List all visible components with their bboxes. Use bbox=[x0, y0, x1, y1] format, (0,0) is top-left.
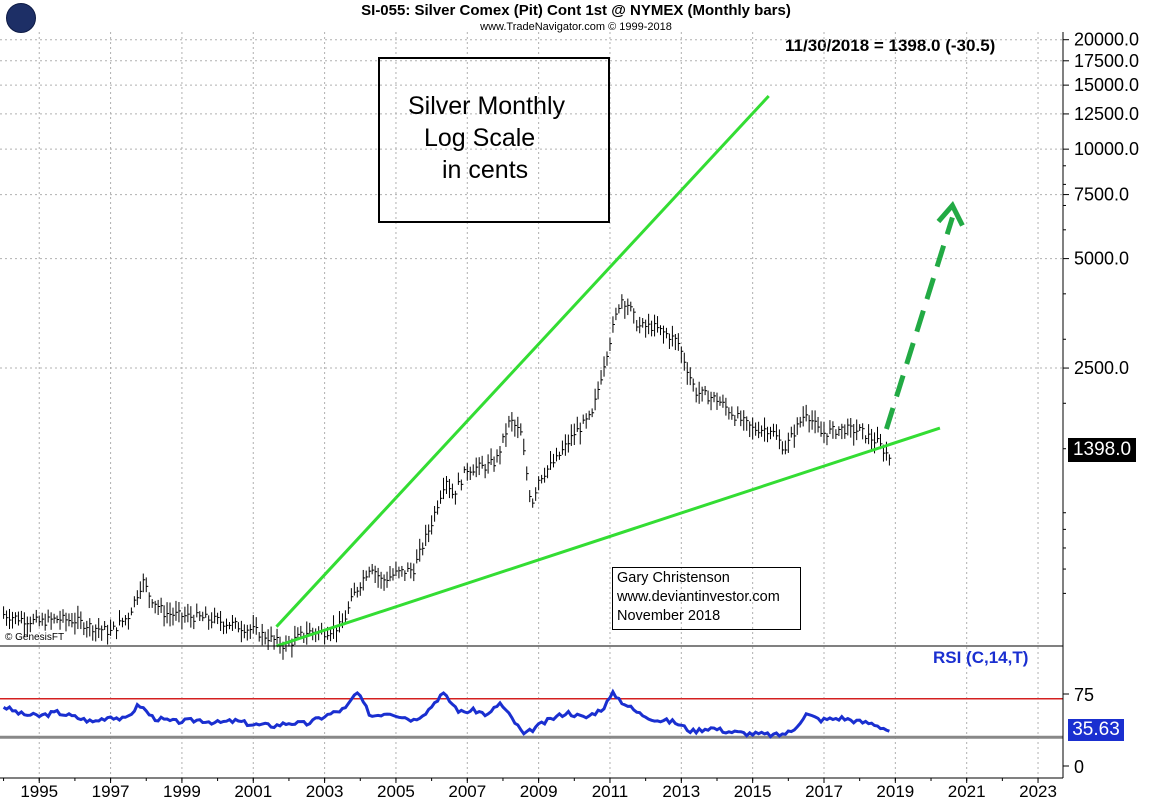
annotation-line: Log Scale bbox=[424, 124, 536, 152]
price-bars bbox=[3, 294, 892, 660]
y-tick-label: 15000.0 bbox=[1074, 75, 1139, 95]
x-tick-label: 2009 bbox=[520, 782, 558, 801]
copyright-text: © GenesisFT bbox=[5, 632, 65, 643]
y-tick-label: 17500.0 bbox=[1074, 51, 1139, 71]
rsi-tick-label: 75 bbox=[1074, 685, 1094, 705]
price-series bbox=[3, 294, 892, 660]
trendline-lower bbox=[275, 426, 941, 648]
x-tick-label: 1997 bbox=[92, 782, 130, 801]
projection-arrow-shaft bbox=[884, 216, 955, 430]
x-tick-label: 2001 bbox=[234, 782, 272, 801]
y-tick-label: 10000.0 bbox=[1074, 139, 1139, 159]
rsi-tick-label: 0 bbox=[1074, 757, 1084, 777]
trade-navigator-logo bbox=[6, 3, 36, 33]
last-value-readout: 11/30/2018 = 1398.0 (-30.5) bbox=[785, 36, 996, 55]
x-tick-label: 2003 bbox=[306, 782, 344, 801]
trendline-upper bbox=[275, 95, 770, 628]
x-tick-label: 2021 bbox=[948, 782, 986, 801]
x-tick-label: 2005 bbox=[377, 782, 415, 801]
x-tick-label: 2019 bbox=[876, 782, 914, 801]
credit-line: www.deviantinvestor.com bbox=[617, 589, 780, 605]
y-tick-label: 7500.0 bbox=[1074, 185, 1129, 205]
x-tick-label: 2023 bbox=[1019, 782, 1057, 801]
annotation-line: Silver Monthly bbox=[408, 92, 565, 120]
x-tick-label: 2011 bbox=[592, 782, 629, 801]
x-tick-label: 2017 bbox=[805, 782, 843, 801]
overlays bbox=[275, 95, 965, 648]
y-tick-label: 12500.0 bbox=[1074, 104, 1139, 124]
y-tick-label: 5000.0 bbox=[1074, 249, 1129, 269]
x-tick-label: 2013 bbox=[662, 782, 700, 801]
price-tag: 1398.0 bbox=[1068, 438, 1136, 462]
x-tick-label: 2007 bbox=[448, 782, 486, 801]
rsi-panel bbox=[0, 688, 1063, 739]
chart-subtitle: www.TradeNavigator.com © 1999-2018 bbox=[480, 21, 672, 33]
chart-title: SI-055: Silver Comex (Pit) Cont 1st @ NY… bbox=[361, 2, 791, 19]
y-tick-label: 20000.0 bbox=[1074, 30, 1139, 50]
credit-line: Gary Christenson bbox=[617, 570, 730, 586]
axes: 1995 1997 1999 2001 2003 2005 2007 2009 2011 2013… bbox=[0, 30, 1139, 801]
x-tick-label: 2015 bbox=[734, 782, 772, 801]
annotation-box: Silver Monthly Log Scale in cents bbox=[378, 57, 610, 223]
rsi-label: RSI (C,14,T) bbox=[933, 648, 1029, 667]
credit-line: November 2018 bbox=[617, 608, 721, 624]
rsi-line bbox=[2, 688, 890, 739]
credit-box: Gary Christenson www.deviantinvestor.com… bbox=[612, 567, 801, 630]
x-tick-label: 1999 bbox=[163, 782, 201, 801]
x-tick-label: 1995 bbox=[20, 782, 58, 801]
rsi-tag: 35.63 bbox=[1068, 719, 1124, 741]
projection-arrow-head bbox=[936, 201, 965, 227]
y-tick-label: 2500.0 bbox=[1074, 358, 1129, 378]
grid bbox=[0, 32, 1063, 778]
annotation-line: in cents bbox=[442, 156, 529, 184]
